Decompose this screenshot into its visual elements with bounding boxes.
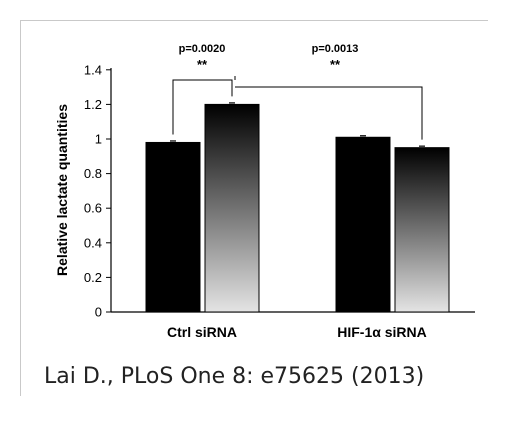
p-value-label: p=0.0013 [312, 43, 359, 55]
y-tick-label: 0.2 [84, 270, 102, 285]
bar [145, 141, 201, 313]
significance-stars: ** [330, 57, 341, 72]
y-tick-label: 0.6 [84, 201, 102, 216]
bar [394, 147, 450, 313]
y-tick-label: 1 [95, 132, 102, 147]
figure-frame [20, 20, 488, 396]
significance-stars: ** [197, 57, 208, 72]
y-tick-label: 1.2 [84, 97, 102, 112]
category-label-ctrl: Ctrl siRNA [167, 324, 237, 340]
y-tick-label: 0.4 [84, 235, 102, 250]
y-tick-label: 0 [95, 305, 102, 320]
p-value-label: p=0.0020 [179, 43, 226, 55]
category-label-hif: HIF-1α siRNA [337, 324, 427, 340]
bar [204, 103, 260, 313]
citation-text: Lai D., PLoS One 8: e75625 (2013) [44, 364, 425, 389]
significance-bracket [235, 86, 423, 140]
significance-bracket [172, 79, 233, 135]
y-tick-label: 1.4 [84, 62, 102, 77]
bar [335, 136, 391, 313]
y-axis-label: Relative lactate quantities [54, 104, 70, 276]
y-tick-label: 0.8 [84, 166, 102, 181]
